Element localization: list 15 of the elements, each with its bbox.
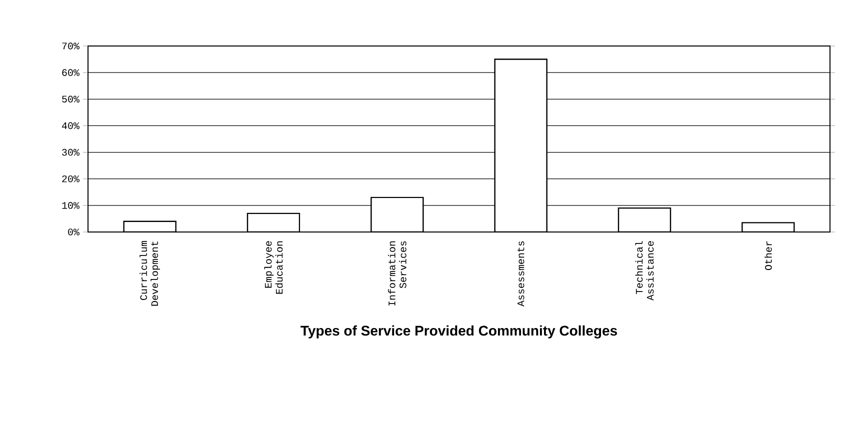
y-tick-label: 60%	[62, 69, 80, 76]
y-tick-label: 0%	[68, 228, 80, 236]
y-tick-label: 40%	[62, 122, 80, 130]
y-tick-label: 50%	[62, 96, 80, 103]
y-tick-label: 30%	[62, 148, 80, 156]
x-tick-label: Curriculum Development	[140, 241, 160, 306]
x-tick-label: Technical Assistance	[635, 241, 654, 301]
x-tick-label: Other	[764, 241, 772, 270]
x-tick-label: Information Services	[388, 241, 406, 306]
x-axis-title: Types of Service Provided Community Colleges	[300, 325, 617, 338]
x-tick-label: Assessments	[517, 241, 524, 307]
y-tick-label: 20%	[62, 175, 80, 182]
x-tick-label: Employee Education	[264, 241, 283, 294]
y-tick-label: 70%	[62, 42, 80, 50]
y-tick-label: 10%	[62, 202, 80, 209]
